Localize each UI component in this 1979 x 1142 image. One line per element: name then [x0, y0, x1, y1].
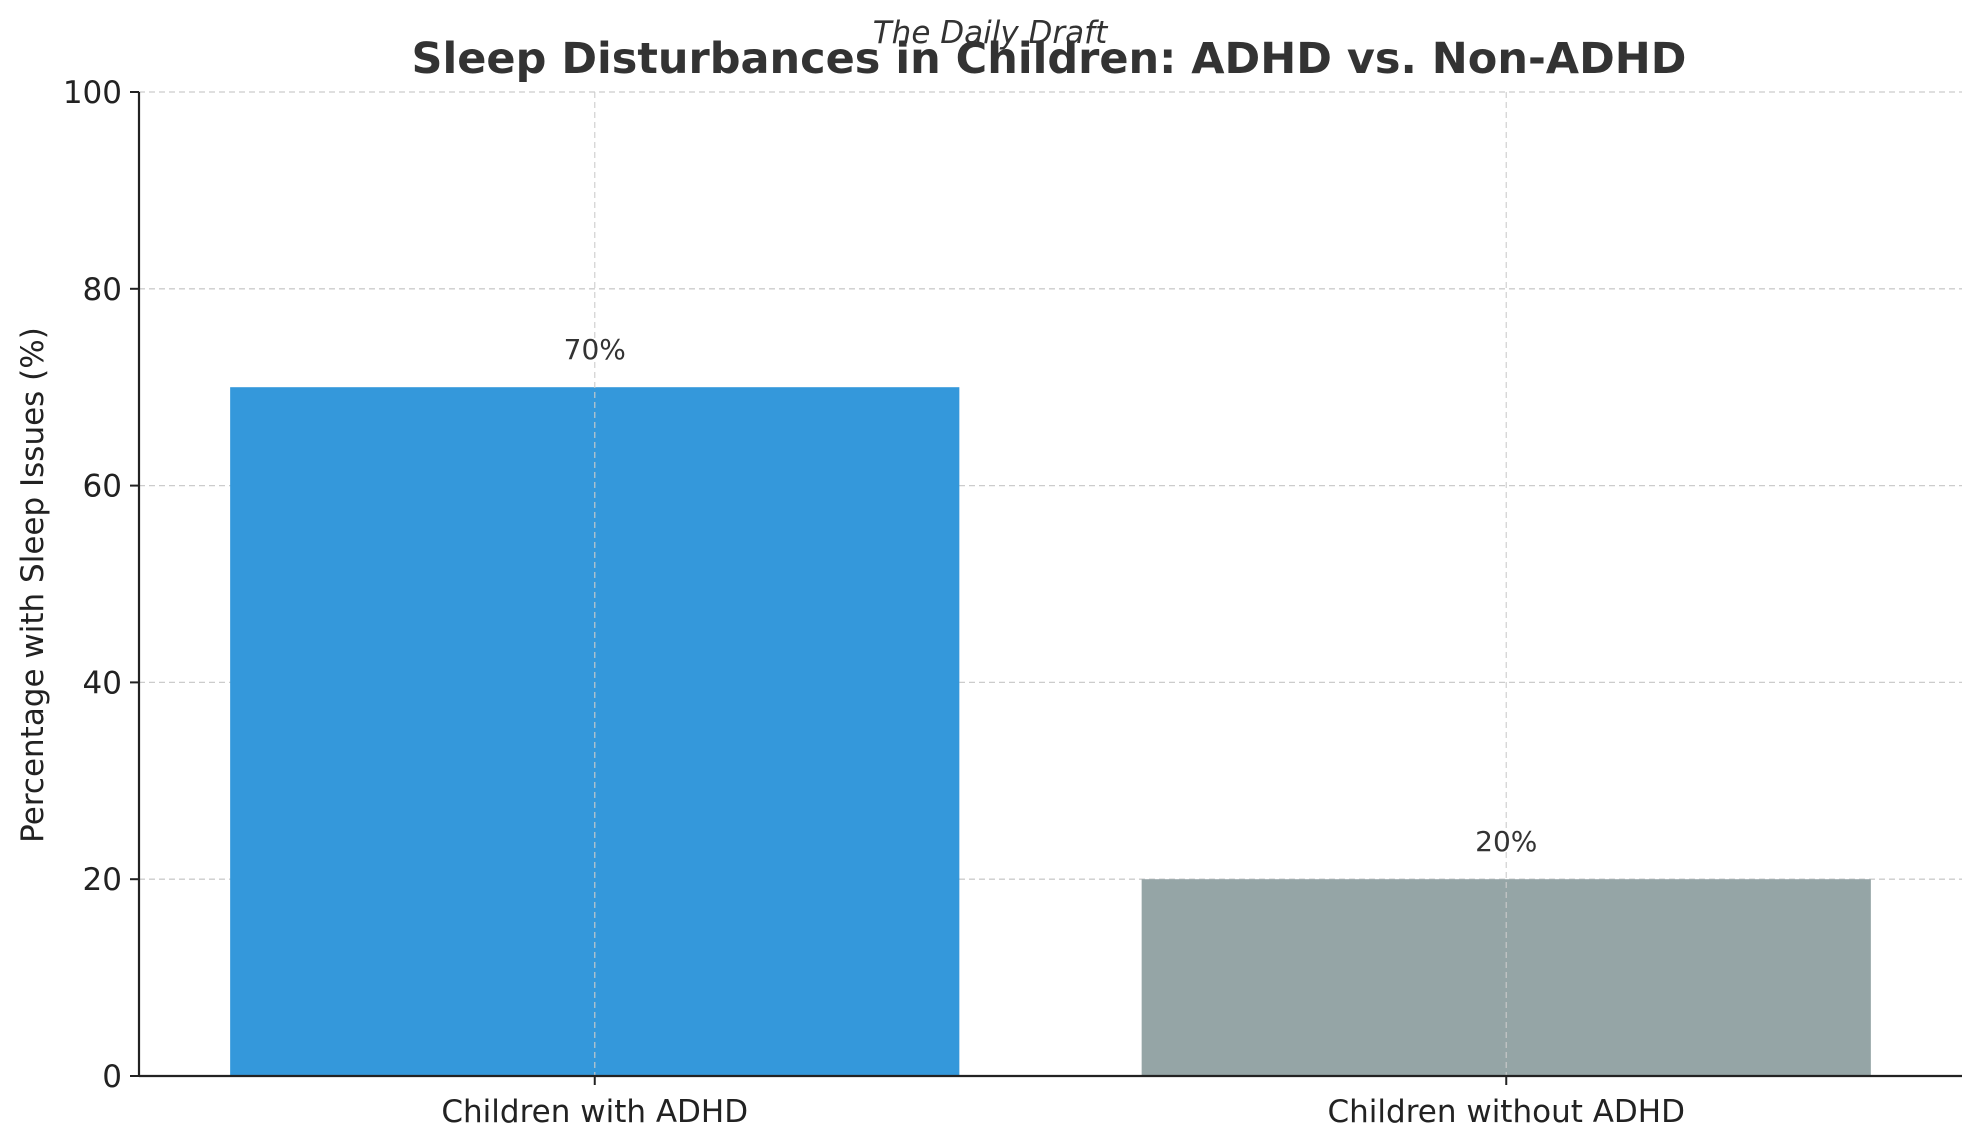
chart-title: Sleep Disturbances in Children: ADHD vs.… [412, 34, 1687, 84]
y-axis-label: Percentage with Sleep Issues (%) [15, 327, 51, 843]
y-tick-label: 60 [83, 469, 122, 505]
y-tick-label: 0 [102, 1059, 122, 1095]
x-tick-label: Children without ADHD [1328, 1094, 1685, 1130]
bar-value-label: 70% [564, 333, 626, 366]
x-tick-label: Children with ADHD [441, 1094, 748, 1130]
bar-value-label: 20% [1475, 825, 1537, 858]
y-tick-label: 20 [83, 862, 122, 898]
bars [230, 387, 1871, 1076]
y-tick-label: 80 [83, 272, 122, 308]
vertical-grid-lines [594, 92, 1507, 1076]
labels: 0 20 40 60 80 100 70% Children with ADHD 20% Chil… [63, 75, 1685, 1130]
y-tick-label: 100 [63, 75, 122, 111]
y-tick-label: 40 [83, 665, 122, 701]
source-label: The Daily Draft [873, 15, 1109, 51]
axes [130, 91, 1962, 1085]
